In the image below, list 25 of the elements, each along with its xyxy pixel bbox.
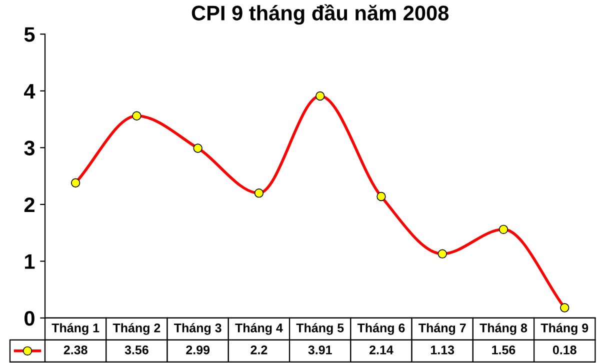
- x-tick-label: Tháng 5: [296, 323, 344, 335]
- x-tick-label: Tháng 1: [52, 323, 100, 335]
- data-label: 1.56: [492, 345, 516, 354]
- data-label: 2.2: [250, 345, 268, 354]
- data-label: 2.14: [370, 345, 394, 354]
- data-label: 2.38: [64, 345, 88, 354]
- y-tick-label: 1: [25, 254, 35, 269]
- y-tick-label: 4: [24, 84, 36, 98]
- data-label: 0.18: [552, 345, 576, 354]
- data-label: 3.56: [124, 345, 148, 354]
- y-tick-label: 0: [24, 310, 34, 326]
- x-tick-label: Tháng 2: [112, 323, 160, 335]
- y-tick-label: 2: [24, 197, 34, 212]
- x-tick-label: Tháng 9: [540, 323, 588, 335]
- data-label: 2.99: [186, 345, 210, 354]
- y-tick-label: 3: [24, 140, 35, 156]
- x-tick-label: Tháng 7: [418, 323, 466, 335]
- x-tick-label: Tháng 6: [357, 323, 405, 335]
- x-tick-label: Tháng 4: [235, 323, 283, 335]
- y-tick-label: 5: [24, 27, 35, 42]
- data-label: 1.13: [430, 345, 454, 354]
- data-label: 3.91: [308, 345, 332, 354]
- chart-title: CPI 9 tháng đầu năm 2008: [192, 4, 449, 25]
- x-tick-label: Tháng 3: [174, 323, 222, 335]
- x-tick-label: Tháng 8: [480, 323, 528, 335]
